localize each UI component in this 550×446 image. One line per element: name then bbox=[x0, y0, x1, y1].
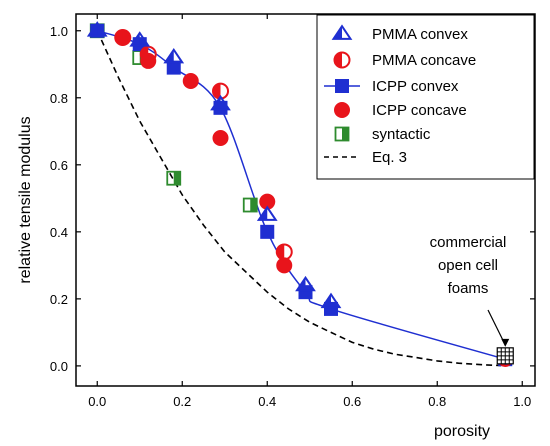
y-tick-label: 0.2 bbox=[50, 292, 68, 307]
series-line bbox=[96, 30, 502, 367]
data-point-fill bbox=[173, 171, 181, 185]
data-point bbox=[139, 45, 157, 63]
legend-item: ICPP concave bbox=[334, 102, 467, 119]
legend-label: PMMA convex bbox=[372, 26, 468, 43]
legend-item: PMMA concave bbox=[333, 51, 476, 69]
y-tick-label: 1.0 bbox=[50, 24, 68, 39]
data-point bbox=[242, 197, 258, 213]
y-tick-label: 0.8 bbox=[50, 91, 68, 106]
data-point bbox=[275, 243, 293, 261]
data-point bbox=[166, 170, 182, 186]
axis-tick-labels: 0.0 0.2 0.4 0.6 0.8 1.0 0.0 0.2 0.4 0.6 0.8 1.0 bbox=[50, 24, 531, 409]
series-layer bbox=[86, 21, 513, 367]
annotation: commercial open cell foams bbox=[430, 234, 514, 365]
data-point bbox=[259, 193, 276, 210]
data-point bbox=[182, 73, 199, 90]
legend-marker bbox=[331, 24, 353, 40]
data-point bbox=[114, 28, 132, 46]
data-point-fill bbox=[250, 198, 257, 212]
data-point bbox=[129, 31, 151, 47]
legend-marker bbox=[334, 102, 350, 118]
data-point bbox=[166, 60, 181, 75]
legend-item: ICPP convex bbox=[324, 78, 459, 95]
legend-item: syntactic bbox=[334, 126, 431, 143]
data-point bbox=[320, 292, 342, 309]
annotation-text-line: commercial bbox=[430, 234, 507, 251]
x-tick-label: 0.2 bbox=[173, 394, 191, 409]
x-tick-label: 0.0 bbox=[88, 394, 106, 409]
legend-label: ICPP convex bbox=[372, 78, 459, 95]
data-point bbox=[163, 47, 185, 64]
data-point bbox=[276, 257, 293, 274]
data-point bbox=[210, 94, 231, 111]
annotation-text-line: foams bbox=[448, 280, 489, 297]
data-point bbox=[86, 21, 108, 37]
legend-label: PMMA concave bbox=[372, 52, 476, 69]
y-tick-label: 0.0 bbox=[50, 359, 68, 374]
legend-label: ICPP concave bbox=[372, 102, 467, 119]
legend-label: syntactic bbox=[372, 126, 431, 143]
series-2-line-group bbox=[97, 30, 506, 360]
plot-frame bbox=[75, 13, 536, 387]
series-5-line-group bbox=[96, 30, 502, 367]
legend-item: Eq. 3 bbox=[324, 149, 407, 166]
x-tick-label: 1.0 bbox=[513, 394, 531, 409]
annotation-arrow-head bbox=[501, 338, 510, 347]
legend: PMMA convex PMMA concave ICPP convex ICPP c… bbox=[316, 14, 535, 180]
legend-box bbox=[316, 14, 535, 180]
y-axis-title: relative tensile modulus bbox=[17, 116, 34, 283]
x-axis-title: porosity bbox=[434, 423, 490, 440]
x-tick-label: 0.8 bbox=[428, 394, 446, 409]
legend-label: Eq. 3 bbox=[372, 149, 407, 166]
x-tick-label: 0.4 bbox=[258, 394, 276, 409]
legend-marker bbox=[333, 51, 351, 69]
annotation-text-line: open cell bbox=[438, 257, 498, 274]
data-point bbox=[295, 275, 316, 292]
y-tick-label: 0.4 bbox=[50, 225, 68, 240]
y-tick-label: 0.6 bbox=[50, 158, 68, 173]
series-line bbox=[97, 30, 506, 360]
legend-marker bbox=[335, 79, 349, 93]
x-tick-label: 0.6 bbox=[343, 394, 361, 409]
legend-marker-fill bbox=[342, 127, 349, 141]
legend-marker bbox=[334, 126, 350, 142]
legend-item: PMMA convex bbox=[331, 24, 468, 43]
series-0-markers bbox=[86, 21, 342, 309]
data-point bbox=[260, 224, 275, 239]
data-point bbox=[256, 205, 278, 221]
data-point bbox=[212, 130, 229, 146]
